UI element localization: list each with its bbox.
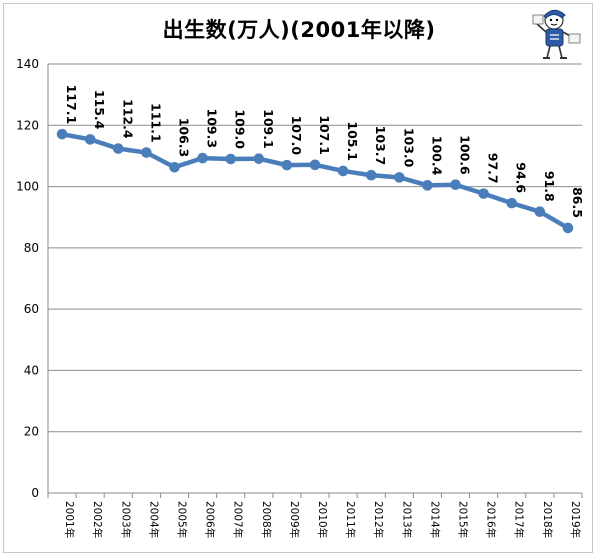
data-point: [56, 128, 68, 140]
data-label: 100.4: [429, 136, 444, 176]
data-label: 109.1: [261, 109, 276, 149]
x-tick-label: 2007年: [232, 501, 245, 538]
x-tick-label: 2013年: [400, 501, 413, 538]
data-point: [309, 159, 321, 171]
data-point: [478, 188, 489, 199]
data-label: 109.3: [205, 109, 220, 149]
data-point: [422, 180, 433, 191]
x-tick-label: 2008年: [260, 501, 273, 538]
x-tick-label: 2004年: [147, 501, 160, 538]
data-label: 111.1: [148, 103, 163, 143]
data-point: [84, 134, 96, 145]
x-tick-label: 2006年: [204, 501, 217, 538]
data-point: [197, 152, 208, 164]
data-point: [112, 143, 124, 154]
axes: [47, 64, 583, 498]
data-point: [534, 206, 546, 217]
grid-lines: [48, 63, 582, 433]
x-tick-label: 2018年: [541, 501, 554, 538]
data-point: [506, 197, 518, 209]
data-label: 86.5: [570, 187, 585, 218]
data-label: 112.4: [120, 99, 135, 139]
data-label: 107.1: [317, 115, 332, 155]
data-point: [562, 222, 574, 234]
data-point: [253, 153, 265, 164]
x-tick-label: 2003年: [119, 501, 132, 538]
x-tick-label: 2012年: [372, 501, 385, 538]
data-point: [365, 169, 377, 181]
x-tick-label: 2001年: [63, 501, 76, 538]
data-label: 103.0: [401, 128, 416, 168]
data-label: 91.8: [542, 171, 557, 202]
data-point: [141, 147, 152, 158]
y-tick-label: 100: [16, 180, 39, 194]
y-tick-label: 60: [24, 302, 39, 316]
data-label: 100.6: [458, 135, 473, 175]
data-label: 94.6: [514, 162, 529, 193]
x-tick-labels: 2001年 2002年 2003年 2004年 2005年 2006年 2007年 2008年…: [63, 501, 582, 538]
x-tick-label: 2017年: [513, 501, 526, 538]
y-tick-label: 80: [24, 241, 39, 255]
data-label: 106.3: [176, 118, 191, 158]
y-tick-label: 120: [16, 118, 39, 132]
data-label: 97.7: [486, 153, 501, 184]
mascot-illustration: [532, 9, 581, 59]
data-point: [225, 153, 236, 165]
y-tick-label: 140: [16, 57, 39, 71]
x-tick-label: 2005年: [175, 501, 188, 538]
data-label: 117.1: [64, 85, 79, 125]
data-label: 115.4: [92, 90, 107, 130]
x-tick-label: 2011年: [344, 501, 357, 538]
x-tick-label: 2010年: [316, 501, 329, 538]
x-tick-label: 2009年: [288, 501, 301, 538]
data-point: [281, 159, 293, 171]
data-point: [337, 165, 349, 177]
data-label: 109.0: [233, 109, 248, 149]
data-point: [394, 172, 405, 183]
series-birth-count: [56, 128, 574, 234]
x-tick-label: 2014年: [428, 501, 441, 538]
y-tick-label: 20: [24, 425, 39, 439]
chart-frame: [3, 3, 593, 553]
data-point: [450, 179, 461, 191]
data-labels: 117.1 115.4 112.4 111.1 106.3 109.3 109.0 109.1…: [64, 85, 585, 218]
data-label: 105.1: [345, 121, 360, 161]
x-tick-label: 2002年: [91, 501, 104, 538]
y-tick-label: 40: [24, 363, 39, 377]
x-tick-label: 2019年: [569, 501, 582, 538]
x-tick-label: 2015年: [457, 501, 470, 538]
y-tick-labels: 0 20 40 60 80 100 120 140: [16, 57, 39, 500]
chart-title: 出生数(万人)(2001年以降): [162, 18, 436, 42]
y-tick-label: 0: [31, 486, 39, 500]
data-label: 107.0: [289, 116, 304, 156]
data-point: [169, 161, 180, 173]
x-tick-label: 2016年: [485, 501, 498, 538]
data-label: 103.7: [373, 126, 388, 166]
